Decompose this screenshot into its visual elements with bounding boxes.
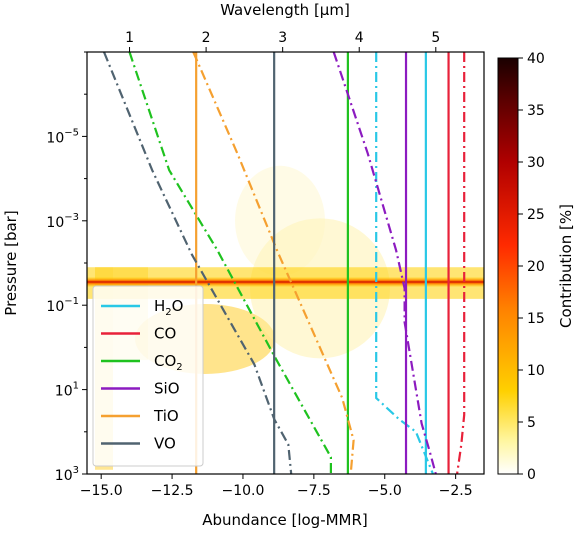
x-tick-label: −12.5 <box>151 483 194 499</box>
y-tick-label: 101 <box>55 381 79 400</box>
colorbar-title: Contribution [%] <box>557 204 575 328</box>
legend-label: H2O <box>154 297 183 318</box>
line-tio-free <box>192 52 355 474</box>
line-vo-free <box>102 52 293 474</box>
wavelength-tick-label: 2 <box>202 30 211 46</box>
legend-label: SiO <box>154 380 180 398</box>
x-tick-label: −7.5 <box>297 483 331 499</box>
line-co2-free <box>128 52 332 474</box>
colorbar-tick-label: 35 <box>527 103 545 119</box>
abundance-lines <box>102 52 466 474</box>
heatmap-region <box>235 165 325 276</box>
wavelength-tick-label: 1 <box>125 30 134 46</box>
legend-label: CO <box>154 325 176 343</box>
legend-label: CO2 <box>154 352 183 373</box>
x-axis-title: Abundance [log-MMR] <box>202 511 368 529</box>
colorbar-gradient <box>497 57 519 475</box>
colorbar-tick-label: 15 <box>527 311 545 327</box>
legend: H2O CO CO2 SiO TiO VO <box>92 285 204 467</box>
legend-label: TiO <box>153 407 179 425</box>
colorbar-tick-label: 0 <box>527 467 536 483</box>
y-axis-ticks: 10−5 10−3 10−1 101 103 <box>46 51 87 484</box>
wavelength-tick-label: 3 <box>278 30 287 46</box>
legend-box <box>92 285 204 467</box>
x-tick-label: −2.5 <box>439 483 473 499</box>
wavelength-axis-ticks: 1 2 3 4 5 <box>125 30 440 52</box>
wavelength-tick-label: 5 <box>431 30 440 46</box>
heatmap-band <box>87 277 484 287</box>
line-sio-free <box>332 52 437 474</box>
legend-label: VO <box>154 435 176 453</box>
y-tick-label: 103 <box>55 465 79 484</box>
colorbar-tick-label: 10 <box>527 363 545 379</box>
line-h2o-free <box>375 52 435 474</box>
colorbar-tick-label: 5 <box>527 415 536 431</box>
colorbar-tick-label: 25 <box>527 207 545 223</box>
colorbar-tick-label: 30 <box>527 155 545 171</box>
colorbar-tick-label: 20 <box>527 259 545 275</box>
colorbar: 0 5 10 15 20 25 30 35 40 <box>497 51 545 483</box>
x-axis-ticks: −15.0 −12.5 −10.0 −7.5 −5.0 −2.5 <box>80 474 473 499</box>
y-tick-label: 10−1 <box>46 296 79 315</box>
y-tick-label: 10−5 <box>46 127 79 146</box>
line-co-free <box>456 52 466 474</box>
y-tick-label: 10−3 <box>46 212 79 231</box>
x-tick-label: −10.0 <box>222 483 265 499</box>
x-tick-label: −15.0 <box>80 483 123 499</box>
colorbar-tick-label: 40 <box>527 51 545 67</box>
y-axis-title: Pressure [bar] <box>2 210 20 315</box>
wavelength-tick-label: 4 <box>355 30 364 46</box>
top-axis-title: Wavelength [μm] <box>220 1 350 19</box>
x-tick-label: −5.0 <box>368 483 402 499</box>
